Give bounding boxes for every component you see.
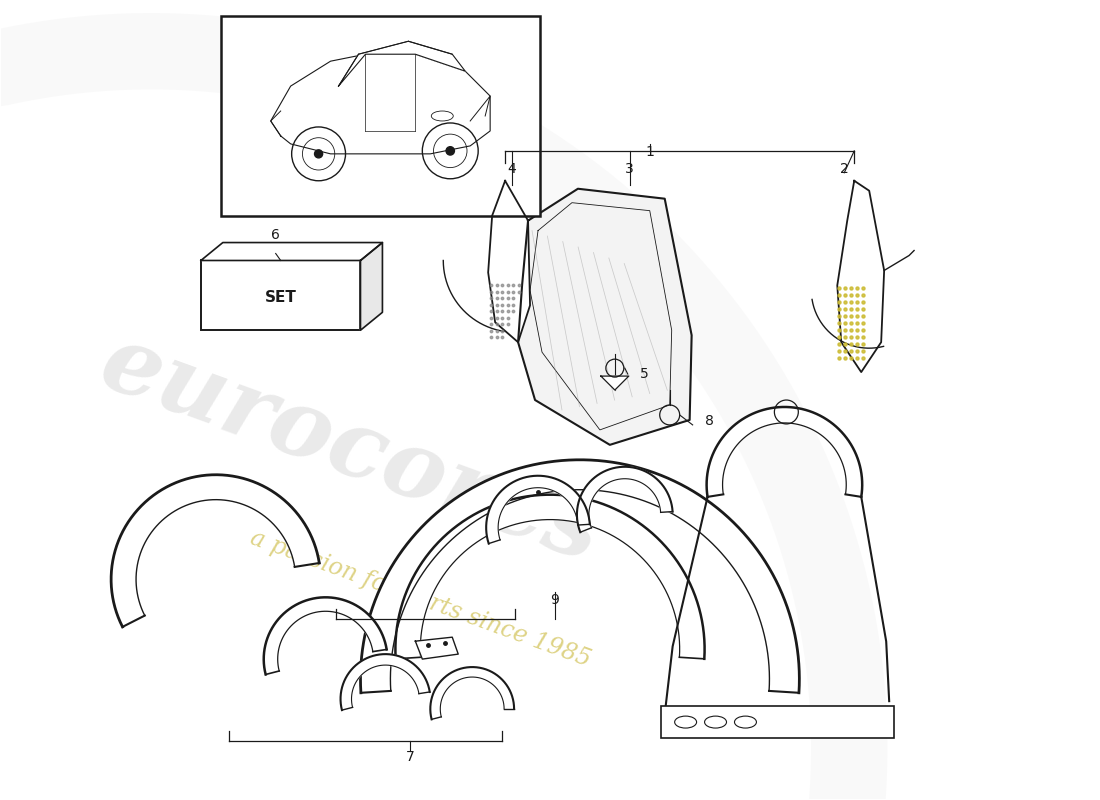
Text: 1: 1	[646, 145, 654, 159]
Circle shape	[315, 150, 322, 158]
Bar	[221, 16, 540, 216]
Polygon shape	[111, 474, 319, 627]
Text: SET: SET	[265, 290, 297, 305]
Polygon shape	[339, 42, 465, 86]
Polygon shape	[488, 181, 530, 342]
Text: 5: 5	[640, 367, 649, 381]
Circle shape	[447, 146, 454, 155]
Polygon shape	[518, 189, 692, 445]
Polygon shape	[486, 476, 590, 543]
Polygon shape	[837, 181, 884, 372]
Bar	[201, 261, 361, 330]
Text: 2: 2	[840, 162, 848, 176]
Polygon shape	[395, 494, 705, 659]
Polygon shape	[601, 376, 629, 390]
Text: 7: 7	[406, 750, 415, 764]
Polygon shape	[706, 407, 862, 497]
Text: 8: 8	[705, 414, 714, 428]
Text: 4: 4	[508, 162, 517, 176]
Text: eurocores: eurocores	[88, 318, 613, 582]
Polygon shape	[430, 667, 514, 719]
Polygon shape	[341, 654, 430, 710]
Polygon shape	[264, 598, 387, 674]
Polygon shape	[271, 54, 491, 154]
Text: 9: 9	[550, 594, 560, 607]
Text: a passion for parts since 1985: a passion for parts since 1985	[248, 527, 594, 672]
Polygon shape	[361, 242, 383, 330]
Bar	[661, 706, 894, 738]
Polygon shape	[576, 466, 672, 532]
Polygon shape	[361, 460, 800, 693]
Text: 6: 6	[272, 227, 280, 242]
Polygon shape	[416, 637, 459, 659]
Polygon shape	[201, 242, 383, 261]
Text: 3: 3	[626, 162, 635, 176]
